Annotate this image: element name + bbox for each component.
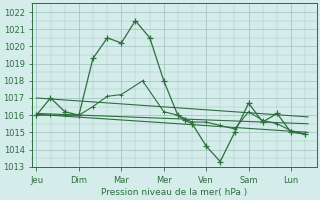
X-axis label: Pression niveau de la mer( hPa ): Pression niveau de la mer( hPa ): [101, 188, 247, 197]
